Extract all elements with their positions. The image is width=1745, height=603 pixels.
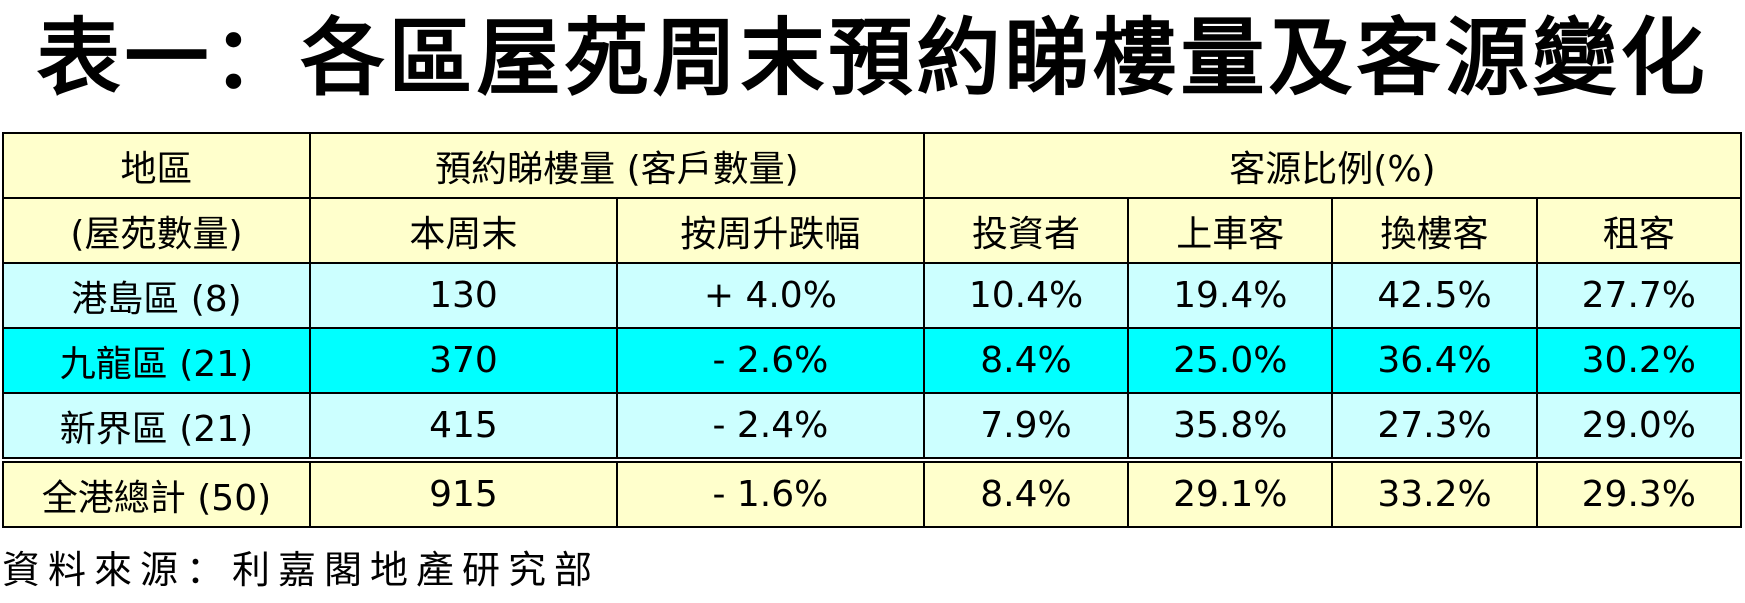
wow-change-header: 按周升跌幅 bbox=[615, 197, 925, 264]
region-cell: 新界區 (21) bbox=[2, 392, 311, 461]
source-note: 資料來源：利嘉閣地產研究部 bbox=[2, 548, 601, 592]
investor-header: 投資者 bbox=[922, 197, 1130, 264]
this-weekend-cell: 415 bbox=[308, 392, 618, 461]
this-weekend-cell: 370 bbox=[308, 327, 618, 394]
this-weekend-cell: 130 bbox=[308, 262, 618, 329]
region-header-line2: (屋苑數量) bbox=[2, 197, 311, 264]
wow-change-cell: + 4.0% bbox=[615, 262, 925, 329]
this-weekend-header: 本周末 bbox=[308, 197, 618, 264]
investor-cell: 8.4% bbox=[922, 327, 1130, 394]
upgrader-cell: 33.2% bbox=[1331, 457, 1538, 528]
upgrader-cell: 42.5% bbox=[1331, 262, 1538, 329]
region-cell: 全港總計 (50) bbox=[2, 457, 311, 528]
first-time-cell: 25.0% bbox=[1127, 327, 1334, 394]
upgrader-cell: 27.3% bbox=[1331, 392, 1538, 461]
viewings-table: 地區 預約睇樓量 (客戶數量) 客源比例(%) (屋苑數量) 本周末 按周升跌幅… bbox=[2, 132, 1743, 528]
wow-change-cell: - 2.4% bbox=[615, 392, 925, 461]
viewings-group-header: 預約睇樓量 (客戶數量) bbox=[308, 132, 925, 199]
region-cell: 港島區 (8) bbox=[2, 262, 311, 329]
wow-change-cell: - 2.6% bbox=[615, 327, 925, 394]
tenant-cell: 29.3% bbox=[1535, 457, 1743, 528]
total-row: 全港總計 (50) 915 - 1.6% 8.4% 29.1% 33.2% 29… bbox=[2, 457, 1743, 528]
table-row: 九龍區 (21) 370 - 2.6% 8.4% 25.0% 36.4% 30.… bbox=[2, 327, 1743, 394]
upgrader-cell: 36.4% bbox=[1331, 327, 1538, 394]
tenant-cell: 27.7% bbox=[1535, 262, 1743, 329]
header-row-2: (屋苑數量) 本周末 按周升跌幅 投資者 上車客 換樓客 租客 bbox=[2, 197, 1743, 264]
this-weekend-cell: 915 bbox=[308, 457, 618, 528]
region-cell: 九龍區 (21) bbox=[2, 327, 311, 394]
table-row: 新界區 (21) 415 - 2.4% 7.9% 35.8% 27.3% 29.… bbox=[2, 392, 1743, 461]
first-time-cell: 29.1% bbox=[1127, 457, 1334, 528]
tenant-header: 租客 bbox=[1535, 197, 1743, 264]
page-title: 表一：各區屋苑周末預約睇樓量及客源變化 bbox=[36, 9, 1709, 107]
investor-cell: 7.9% bbox=[922, 392, 1130, 461]
first-time-cell: 35.8% bbox=[1127, 392, 1334, 461]
investor-cell: 8.4% bbox=[922, 457, 1130, 528]
source-group-header: 客源比例(%) bbox=[922, 132, 1743, 199]
first-time-cell: 19.4% bbox=[1127, 262, 1334, 329]
wow-change-cell: - 1.6% bbox=[615, 457, 925, 528]
tenant-cell: 29.0% bbox=[1535, 392, 1743, 461]
region-header-line1: 地區 bbox=[2, 132, 311, 199]
table-row: 港島區 (8) 130 + 4.0% 10.4% 19.4% 42.5% 27.… bbox=[2, 262, 1743, 329]
header-row-1: 地區 預約睇樓量 (客戶數量) 客源比例(%) bbox=[2, 132, 1743, 199]
upgrader-header: 換樓客 bbox=[1331, 197, 1538, 264]
investor-cell: 10.4% bbox=[922, 262, 1130, 329]
tenant-cell: 30.2% bbox=[1535, 327, 1743, 394]
first-time-header: 上車客 bbox=[1127, 197, 1334, 264]
